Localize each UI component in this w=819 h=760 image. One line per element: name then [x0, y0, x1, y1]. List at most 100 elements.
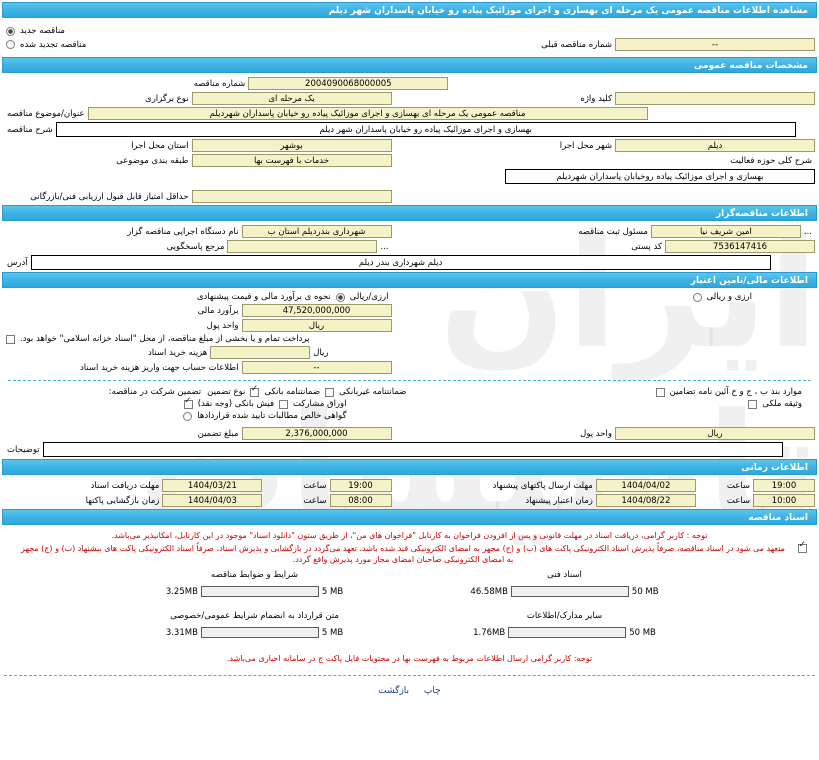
guarantee-option-2-checkbox[interactable]	[655, 387, 665, 397]
section-header-documents: اسناد مناقصه	[2, 509, 817, 525]
estimate-row: 47,520,000,000 برآورد مالی	[4, 304, 815, 317]
validity-time-label: ساعت	[726, 495, 750, 506]
location-row: دیلم شهر محل اجرا بوشهر استان محل اجرا	[4, 139, 815, 152]
guarantee-type-sub-label: نوع تضمین	[207, 387, 246, 397]
previous-tender-number-input[interactable]: --	[615, 38, 815, 51]
executive-agency-value: شهرداری بندردیلم استان ب	[241, 225, 392, 238]
estimate-method-row: ارزی و ریالی ارزی/ریالی نحوه ی برآورد ما…	[4, 292, 815, 302]
guarantee-option-4-label: اوراق مشارکت	[293, 399, 347, 409]
attachment-contract-used: 3.31MB	[165, 627, 198, 638]
validity-label: زمان اعتبار پیشنهاد	[525, 495, 593, 506]
option-rial-radio[interactable]	[335, 292, 345, 302]
validity-date: 1404/08/22	[595, 494, 696, 507]
new-tender-option-row: مناقصه جدید	[4, 26, 815, 36]
attachment-bars-row-2: سایر مدارک/اطلاعات 50 MB 1.76MB متن قرار…	[0, 611, 819, 638]
envelope-open-label: زمان بازگشایی پاکتها	[85, 495, 160, 506]
proposal-send-label: مهلت ارسال پاکتهای پیشنهاد	[492, 480, 593, 491]
guarantee-option-1-checkbox[interactable]	[325, 387, 335, 397]
registrar-more-icon[interactable]: ...	[803, 226, 812, 237]
guarantee-option-0-checkbox[interactable]	[250, 385, 260, 397]
estimate-label: برآورد مالی	[197, 305, 239, 316]
guarantee-option-4-checkbox[interactable]	[279, 399, 289, 409]
address-row: دیلم شهرداری بندر دیلم آدرس	[4, 255, 815, 270]
reference-row: 7536147416 کد پستی ... مرجع پاسخگویی	[4, 240, 815, 253]
registrar-label: مسئول ثبت مناقصه	[578, 226, 648, 237]
electronic-signature-checkbox[interactable]	[798, 541, 807, 553]
attachment-other-bar	[508, 627, 627, 638]
tender-number-value: 2004090068000005	[248, 77, 449, 90]
new-tender-radio[interactable]	[6, 26, 15, 36]
guarantee-currency-label: واحد پول	[580, 428, 612, 439]
subject-row: مناقصه عمومی یک مرحله ای بهسازی و اجرای …	[4, 107, 815, 120]
postal-code-value: 7536147416	[665, 240, 815, 253]
guarantee-amount-value: 2,376,000,000	[241, 427, 392, 440]
renewed-tender-radio[interactable]	[6, 40, 15, 49]
tender-number-label: شماره مناقصه	[193, 78, 246, 89]
doc-receive-time-label: ساعت	[303, 480, 327, 491]
reference-label: مرجع پاسخگویی	[166, 241, 225, 252]
footer-divider	[4, 675, 815, 676]
attachment-technical-bar	[510, 586, 629, 597]
doc-cost-value	[210, 346, 311, 359]
category-row: شرح کلی حوزه فعالیت خدمات با فهرست بها ط…	[4, 154, 815, 167]
attachment-terms-limit: 5 MB	[321, 586, 344, 597]
description-label: شرح مناقصه	[7, 124, 53, 135]
attachment-other-used: 1.76MB	[473, 627, 506, 638]
envelope-open-time: 08:00	[329, 494, 392, 507]
option-rial-label: ارزی/ریالی	[349, 292, 389, 302]
attachment-terms: شرایط و ضوابط مناقصه 5 MB 3.25MB	[130, 570, 380, 597]
reference-more-icon[interactable]: ...	[380, 241, 389, 252]
holding-type-value: یک مرحله ای	[191, 92, 392, 105]
guarantee-option-6-label: گواهی خالص مطالبات تایید شده قراردادها	[197, 411, 347, 421]
currency-row: ریال واحد پول	[4, 319, 815, 332]
doc-receive-label: مهلت دریافت اسناد	[90, 480, 160, 491]
section-header-general: مشخصات مناقصه عمومی	[2, 57, 817, 73]
option-foreign-radio[interactable]	[692, 292, 702, 302]
documents-note-2: متعهد می شود در اسناد مناقصه، صرفاً پذیر…	[21, 544, 785, 564]
account-info-value: --	[241, 361, 392, 374]
guarantee-option-6-checkbox[interactable]	[183, 411, 193, 421]
remarks-label: توضیحات	[7, 444, 40, 455]
estimate-method-label: نحوه ی برآورد مالی و قیمت پیشنهادی	[196, 292, 331, 302]
guarantee-option-1-label: ضمانتنامه غیربانکی	[339, 387, 407, 397]
option-foreign-label: ارزی و ریالی	[706, 292, 752, 302]
doc-cost-label: هزینه خرید اسناد	[147, 347, 208, 358]
activity-scope-label: شرح کلی حوزه فعالیت	[730, 155, 812, 166]
currency-label: واحد پول	[206, 320, 239, 331]
islamic-treasury-note: پرداخت تمام و یا بخشی از مبلغ مناقصه، از…	[20, 334, 310, 344]
attachment-technical-used: 46.58MB	[470, 586, 508, 597]
section-header-financial: اطلاعات مالی/تامین اعتبار	[2, 272, 817, 288]
description-value: بهسازی و اجرای موزائیک پیاده رو خیابان پ…	[55, 122, 796, 137]
print-link[interactable]: چاپ	[423, 686, 441, 696]
envelope-open-date: 1404/04/03	[162, 494, 263, 507]
guarantee-option-0-label: ضمانتنامه بانکی	[264, 387, 321, 397]
back-link[interactable]: بازگشت	[378, 686, 410, 696]
guarantee-amount-label: مبلغ تضمین	[197, 428, 239, 439]
guarantee-option-3-checkbox[interactable]	[183, 397, 193, 409]
min-score-value	[191, 190, 392, 203]
holding-type-row: کلید واژه یک مرحله ای نوع برگزاری	[4, 92, 815, 105]
islamic-treasury-row: پرداخت تمام و یا بخشی از مبلغ مناقصه، از…	[4, 334, 815, 344]
attachment-contract-title: متن قرارداد به انضمام شرایط عمومی/خصوصی	[170, 611, 339, 621]
activity-scope-value: بهسازی و اجرای موزائیک پیاده روخیابان پا…	[505, 169, 815, 184]
new-tender-label: مناقصه جدید	[20, 26, 65, 36]
doc-cost-unit: ریال	[313, 347, 329, 358]
documents-note-3: توجه: کاربر گرامی ارسال اطلاعات مربوط به…	[226, 654, 593, 663]
attachment-terms-title: شرایط و ضوابط مناقصه	[211, 570, 298, 580]
remarks-value	[42, 442, 783, 457]
guarantee-option-5-label: وثیقه ملکی	[762, 399, 802, 409]
guarantee-option-3-label: فیش بانکی (وجه نقد)	[197, 399, 275, 409]
guarantee-option-5-checkbox[interactable]	[748, 399, 758, 409]
min-score-label: حداقل امتیاز قابل قبول ارزیابی فنی/بازرگ…	[30, 191, 189, 202]
footer-links: چاپ بازگشت	[0, 686, 819, 696]
executive-agency-row: ... امین شریف نیا مسئول ثبت مناقصه شهردا…	[4, 225, 815, 238]
keyword-input[interactable]	[615, 92, 815, 105]
islamic-treasury-checkbox[interactable]	[6, 334, 15, 344]
subject-value: مناقصه عمومی یک مرحله ای بهسازی و اجرای …	[87, 107, 648, 120]
attachment-technical-title: اسناد فنی	[547, 570, 582, 580]
guarantee-option-2-label: موارد بند ب ، ج و خ آئین نامه تضامین	[669, 387, 802, 397]
city-value: دیلم	[615, 139, 815, 152]
account-info-row: -- اطلاعات حساب جهت واریز هزینه خرید اسن…	[4, 361, 815, 374]
divider	[8, 380, 811, 381]
